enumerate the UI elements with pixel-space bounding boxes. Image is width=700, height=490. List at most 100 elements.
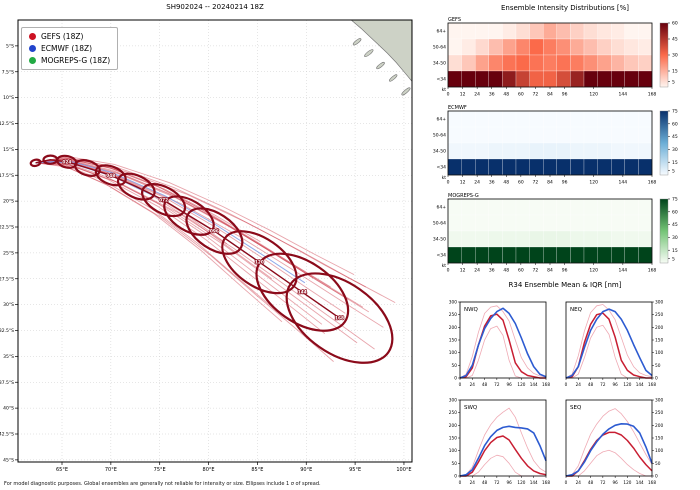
svg-text:12: 12 bbox=[460, 268, 466, 274]
svg-text:0: 0 bbox=[565, 480, 568, 485]
svg-text:48: 48 bbox=[482, 382, 488, 387]
svg-text:168: 168 bbox=[542, 382, 550, 387]
svg-text:100°E: 100°E bbox=[396, 467, 411, 473]
disclaimer-text: For model diagnostic purposes. Global en… bbox=[4, 481, 321, 487]
map-legend: GEFS (18Z) ECMWF (18Z) MOGREPS-G (18Z) bbox=[21, 27, 119, 70]
svg-text:0: 0 bbox=[447, 92, 450, 98]
svg-text:0: 0 bbox=[565, 382, 568, 387]
svg-text:168: 168 bbox=[335, 316, 344, 322]
legend-dot-icon bbox=[29, 45, 36, 52]
svg-text:34-50: 34-50 bbox=[433, 149, 446, 155]
svg-text:<34: <34 bbox=[437, 77, 447, 83]
svg-text:35°S: 35°S bbox=[3, 354, 14, 360]
svg-text:15: 15 bbox=[672, 160, 678, 166]
svg-text:72: 72 bbox=[600, 480, 606, 485]
legend-item-gefs: GEFS (18Z) bbox=[29, 32, 110, 41]
svg-text:12: 12 bbox=[460, 92, 466, 98]
svg-text:75°E: 75°E bbox=[154, 467, 166, 473]
svg-text:96: 96 bbox=[506, 480, 512, 485]
svg-text:0: 0 bbox=[454, 376, 457, 382]
svg-text:150: 150 bbox=[655, 338, 663, 344]
svg-text:10°S: 10°S bbox=[3, 95, 14, 101]
svg-text:NEQ: NEQ bbox=[570, 307, 583, 313]
svg-text:100: 100 bbox=[655, 350, 663, 356]
svg-text:85°E: 85°E bbox=[251, 467, 263, 473]
heatmap-cells bbox=[447, 22, 653, 88]
svg-text:50-64: 50-64 bbox=[433, 133, 446, 139]
svg-text:144: 144 bbox=[298, 290, 307, 296]
legend-dot-icon bbox=[29, 33, 36, 40]
svg-text:12.5°S: 12.5°S bbox=[0, 121, 14, 127]
svg-text:96: 96 bbox=[562, 180, 568, 186]
svg-text:120: 120 bbox=[589, 92, 598, 98]
svg-text:30°S: 30°S bbox=[3, 302, 14, 308]
heatmap-cells bbox=[447, 110, 653, 176]
svg-text:300: 300 bbox=[655, 300, 663, 306]
svg-text:27.5°S: 27.5°S bbox=[0, 276, 14, 282]
svg-text:48: 48 bbox=[482, 480, 488, 485]
svg-text:20°S: 20°S bbox=[3, 199, 14, 205]
svg-text:168: 168 bbox=[648, 382, 656, 387]
svg-text:250: 250 bbox=[655, 410, 663, 416]
legend-item-ecmwf: ECMWF (18Z) bbox=[29, 44, 110, 53]
svg-text:300: 300 bbox=[449, 398, 457, 404]
svg-text:300: 300 bbox=[655, 398, 663, 404]
svg-text:168: 168 bbox=[648, 180, 657, 186]
intensity-panel-mogreps-g: MOGREPS-G64+ 50-64 34-50 <34 kt0 12 24 36 48 60 72… bbox=[433, 193, 678, 274]
svg-text:32.5°S: 32.5°S bbox=[0, 328, 14, 334]
svg-text:30: 30 bbox=[672, 235, 678, 241]
legend-dot-icon bbox=[29, 57, 36, 64]
svg-text:144: 144 bbox=[636, 382, 644, 387]
mean-track-line bbox=[35, 158, 340, 319]
svg-text:150: 150 bbox=[449, 338, 457, 344]
svg-text:150: 150 bbox=[449, 436, 457, 442]
r34-panel-neq: 0 50 100 150 200 250 300 0 24 48 72 96 120 144 168 NEQ bbox=[565, 300, 664, 388]
svg-text:24: 24 bbox=[576, 382, 582, 387]
svg-text:64+: 64+ bbox=[437, 117, 447, 123]
svg-text:84: 84 bbox=[547, 92, 553, 98]
svg-text:200: 200 bbox=[655, 423, 663, 429]
svg-text:GEFS: GEFS bbox=[448, 17, 461, 23]
svg-text:96: 96 bbox=[506, 382, 512, 387]
map-title: SH902024 -- 20240214 18Z bbox=[166, 3, 264, 11]
svg-text:64+: 64+ bbox=[437, 29, 447, 35]
heatmap-cells bbox=[447, 198, 653, 264]
legend-item-mogreps-g: MOGREPS-G (18Z) bbox=[29, 56, 110, 65]
svg-text:24: 24 bbox=[470, 480, 476, 485]
svg-text:84: 84 bbox=[547, 180, 553, 186]
svg-text:5: 5 bbox=[672, 256, 675, 262]
svg-text:200: 200 bbox=[449, 325, 457, 331]
r34-panels: 0 50 100 150 200 250 300 0 24 48 72 96 120 144 168 NWQ 0… bbox=[430, 292, 700, 490]
svg-text:60: 60 bbox=[518, 268, 524, 274]
svg-text:72: 72 bbox=[494, 480, 500, 485]
svg-text:kt: kt bbox=[442, 263, 447, 269]
svg-text:34-50: 34-50 bbox=[433, 237, 446, 243]
svg-text:200: 200 bbox=[449, 423, 457, 429]
r34-panel-swq: 0 50 100 150 200 250 300 0 24 48 72 96 120 144 168 SWQ bbox=[449, 398, 551, 486]
svg-text:24: 24 bbox=[474, 180, 480, 186]
svg-text:96: 96 bbox=[612, 382, 618, 387]
colorbar bbox=[659, 198, 669, 264]
svg-text:0: 0 bbox=[459, 382, 462, 387]
svg-text:50: 50 bbox=[655, 461, 661, 467]
svg-text:30: 30 bbox=[672, 147, 678, 153]
svg-text:kt: kt bbox=[442, 175, 447, 181]
svg-text:45: 45 bbox=[672, 37, 678, 43]
svg-text:24: 24 bbox=[470, 382, 476, 387]
svg-text:84: 84 bbox=[547, 268, 553, 274]
svg-text:50-64: 50-64 bbox=[433, 45, 446, 51]
svg-text:168: 168 bbox=[542, 480, 550, 485]
svg-text:90°E: 90°E bbox=[300, 467, 312, 473]
svg-text:<34: <34 bbox=[437, 253, 447, 259]
intensity-section-title: Ensemble Intensity Distributions [%] bbox=[500, 4, 630, 12]
svg-text:120: 120 bbox=[589, 180, 598, 186]
svg-text:MOGREPS-G: MOGREPS-G bbox=[448, 193, 479, 199]
svg-text:80°E: 80°E bbox=[203, 467, 215, 473]
svg-text:24: 24 bbox=[474, 92, 480, 98]
legend-label: ECMWF (18Z) bbox=[41, 44, 93, 53]
svg-text:100: 100 bbox=[655, 448, 663, 454]
svg-text:96: 96 bbox=[562, 92, 568, 98]
svg-text:300: 300 bbox=[449, 300, 457, 306]
svg-text:0: 0 bbox=[655, 474, 658, 480]
